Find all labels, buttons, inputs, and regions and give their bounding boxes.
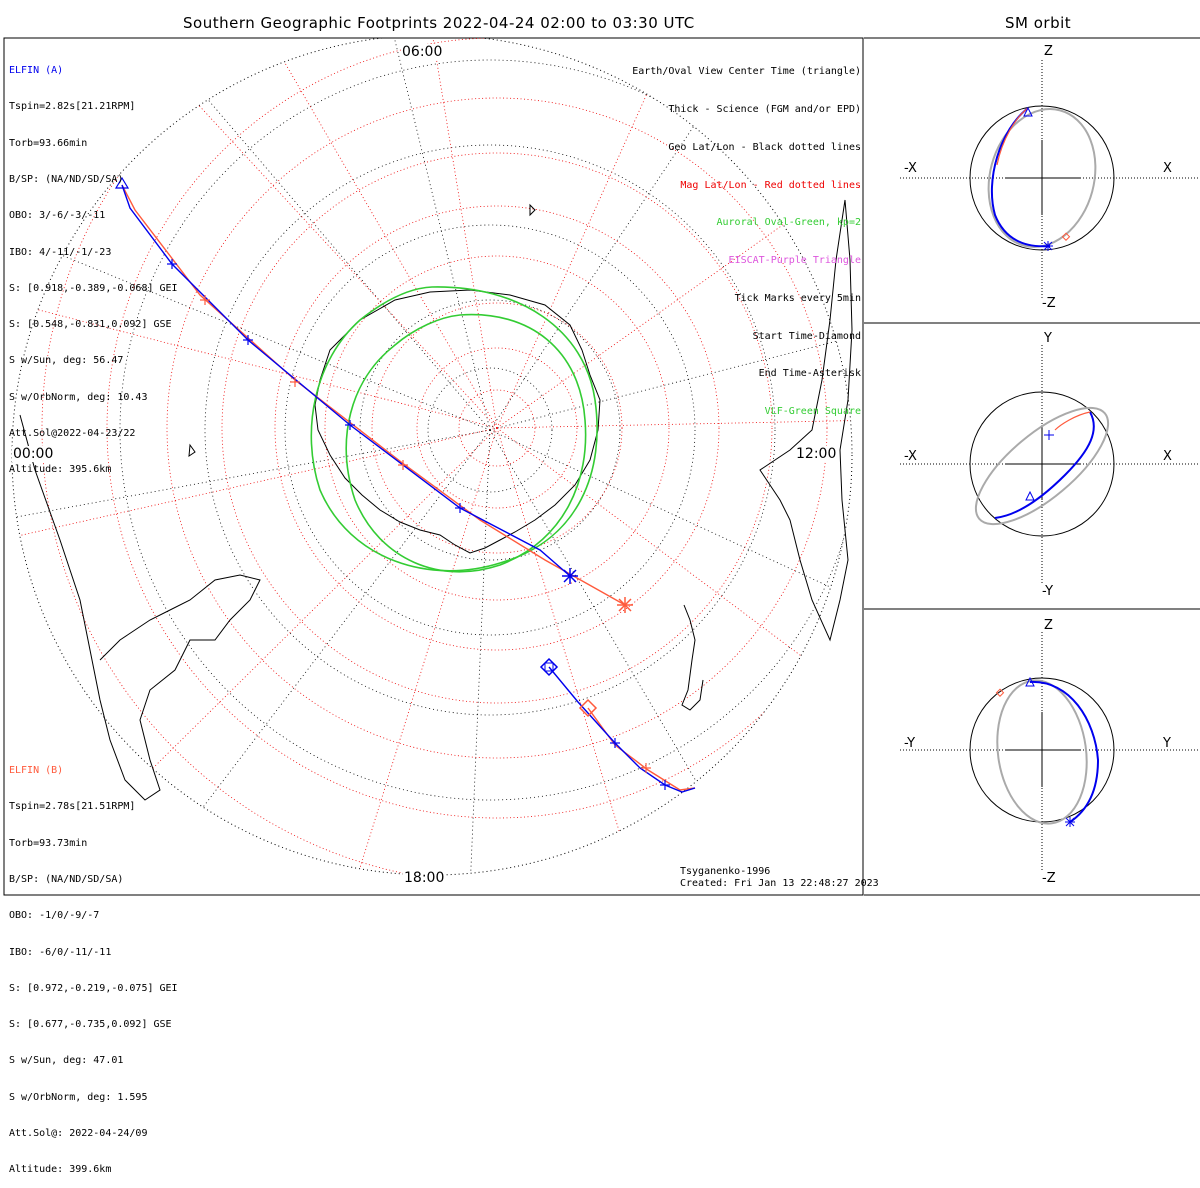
australia-coast (759, 199, 853, 642)
elfin-a-info: ELFIN (A) Tspin=2.82s[21.21RPM] Torb=93.… (9, 41, 178, 488)
elfin-a-view-center-triangle (114, 176, 130, 189)
orbit2-label-top: Y (1044, 331, 1052, 346)
elfin-b-name: ELFIN (B) (9, 765, 64, 777)
elfin-b-start-diamond (578, 698, 598, 718)
auroral-oval-inner (345, 313, 587, 573)
elfin-a-track-north (121, 184, 571, 577)
elfin-b-track-south (587, 707, 696, 791)
elfin-b-tick-marks (200, 295, 651, 773)
orbit1-label-bottom: -Z (1042, 296, 1056, 311)
elfin-b-end-asterisk (617, 597, 633, 613)
elfin-b-line: Torb=93.73min (9, 837, 88, 849)
island-1 (529, 203, 536, 217)
antarctica-coast (314, 289, 601, 554)
sm-orbit-panel-2 (900, 345, 1200, 585)
elfin-b-line: Altitude: 399.6km (9, 1164, 112, 1176)
clock-label-top: 06:00 (401, 44, 444, 60)
legend-item: EISCAT-Purple Triangle (728, 255, 861, 267)
legend-item: Start Time-Diamond (752, 330, 861, 342)
south-america-coast (19, 414, 261, 801)
sm-orbit-panel-3 (900, 632, 1200, 870)
track-markers (114, 176, 670, 790)
legend: Earth/Oval View Center Time (triangle) T… (632, 41, 861, 431)
globe-boundary (11, 38, 853, 876)
clock-label-right: 12:00 (795, 446, 838, 462)
elfin-a-tick-marks (167, 259, 670, 790)
orbit2-label-left: -X (904, 449, 917, 464)
orbit1-label-right: X (1163, 161, 1172, 176)
legend-item: End Time-Asterisk (758, 368, 861, 380)
clock-label-bottom: 18:00 (403, 870, 446, 886)
elfin-b-line: S: [0.677,-0.735,0.092] GSE (9, 1019, 172, 1031)
elfin-a-track-south (548, 666, 696, 793)
orbit3-label-right: Y (1163, 736, 1171, 751)
coastlines (19, 199, 853, 801)
auroral-ovals (310, 286, 598, 573)
elfin-a-end-asterisk (562, 568, 578, 584)
elfin-b-line: Tspin=2.78s[21.51RPM] (9, 801, 136, 813)
elfin-a-line: Torb=93.66min (9, 137, 88, 149)
elfin-a-line: Altitude: 395.6km (9, 464, 112, 476)
legend-item: Thick - Science (FGM and/or EPD) (668, 103, 861, 115)
elfin-b-line: B/SP: (NA/ND/SD/SA) (9, 874, 124, 886)
map-frame (3, 37, 864, 896)
elfin-a-line: B/SP: (NA/ND/SD/SA) (9, 174, 124, 186)
legend-item: Earth/Oval View Center Time (triangle) (632, 66, 861, 78)
elfin-b-line: IBO: -6/0/-11/-11 (9, 946, 112, 958)
elfin-b-line: Att.Sol@: 2022-04-24/09 (9, 1128, 148, 1139)
orbit2-label-bottom: -Y (1042, 584, 1054, 599)
orbit3-label-bottom: -Z (1042, 871, 1056, 886)
legend-item: Mag Lat/Lon - Red dotted lines (680, 179, 861, 191)
main-title: Southern Geographic Footprints 2022-04-2… (183, 14, 695, 32)
clock-label-left: 00:00 (12, 446, 55, 462)
elfin-a-line: S: [0.548,-0.831,0.092] GSE (9, 319, 172, 331)
orbit1-label-top: Z (1044, 44, 1053, 59)
elfin-a-start-box (544, 662, 554, 672)
orbit1-label-left: -X (904, 161, 917, 176)
legend-item: Auroral Oval-Green, kp=2 (716, 217, 862, 229)
legend-item: VLF-Green Square (764, 406, 861, 418)
elfin-b-line: S w/OrbNorm, deg: 1.595 (9, 1091, 148, 1103)
elfin-b-info: ELFIN (B) Tspin=2.78s[21.51RPM] Torb=93.… (9, 741, 178, 1188)
orbit-title: SM orbit (1005, 14, 1072, 32)
legend-item: Geo Lat/Lon - Black dotted lines (668, 141, 861, 153)
elfin-b-line: OBO: -1/0/-9/-7 (9, 910, 100, 922)
legend-item: Tick Marks every 5min (734, 292, 861, 304)
elfin-b-line: S w/Sun, deg: 47.01 (9, 1055, 124, 1067)
created-label: Created: Fri Jan 13 22:48:27 2023 (680, 878, 879, 889)
elfin-a-line: S w/Sun, deg: 56.47 (9, 355, 124, 367)
elfin-a-line: Att.Sol@2022-04-23/22 (9, 428, 136, 439)
elfin-a-name: ELFIN (A) (9, 65, 64, 77)
elfin-a-line: IBO: 4/-11/-1/-23 (9, 246, 112, 258)
elfin-a-line: S w/OrbNorm, deg: 10.43 (9, 391, 148, 403)
footprint-map (3, 37, 1200, 896)
elfin-a-start-diamond (539, 657, 559, 677)
elfin-a-line: OBO: 3/-6/-3/-11 (9, 210, 106, 222)
sm-orbit-panel-1 (900, 60, 1200, 298)
elfin-a-line: S: [0.918,-0.389,-0.068] GEI (9, 282, 178, 294)
island-2 (188, 443, 196, 457)
model-label: Tsyganenko-1996 (680, 866, 771, 877)
elfin-b-line: S: [0.972,-0.219,-0.075] GEI (9, 982, 178, 994)
orbit2-label-right: X (1163, 449, 1172, 464)
elfin-a-line: Tspin=2.82s[21.21RPM] (9, 101, 136, 113)
new-zealand-coast (681, 604, 704, 711)
elfin-b-track-north (121, 184, 626, 606)
orbit3-label-top: Z (1044, 618, 1053, 633)
orbit3-label-left: -Y (904, 736, 916, 751)
